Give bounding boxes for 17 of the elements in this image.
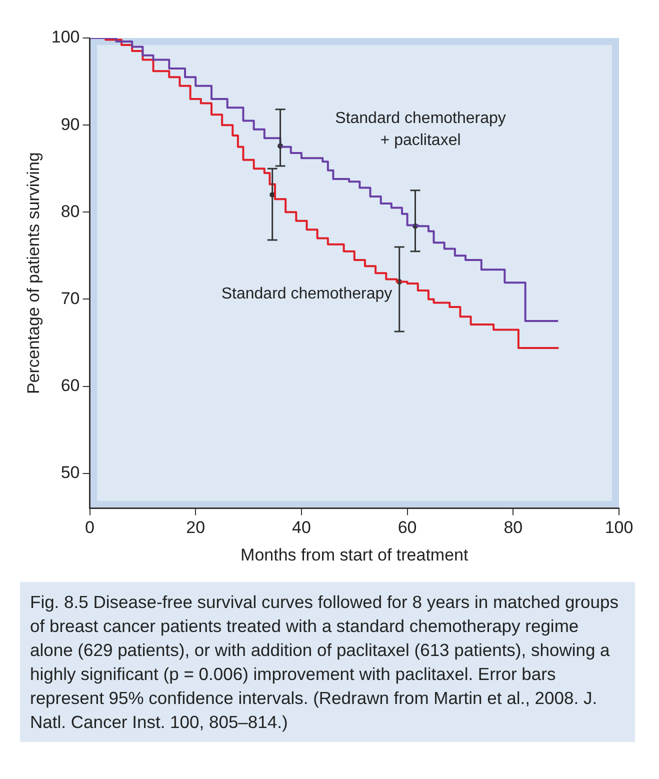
x-axis-title: Months from start of treatment [240, 545, 468, 564]
x-tick-label: 100 [604, 518, 634, 538]
y-tick-label: 80 [60, 202, 80, 221]
x-tick-label: 40 [292, 518, 311, 538]
caption: Fig. 8.5 Disease-free survival curves followed for 8 years in matched groups of breast cancer patients treated with a standard chemotherapy regime alone (629 patients), or with addition of paclitaxel (613 patients), showing a highly significant (p = 0.006) improvement with paclitaxel. Error bars represent 95% confidence intervals. (Redrawn from Martin et al., 2008. J. Natl. Cancer Inst. 100, 805–814.) [30, 591, 620, 734]
x-tick-label: 0 [85, 518, 94, 538]
y-tick-label: 50 [60, 463, 80, 482]
y-axis-title: Percentage of patients surviving [24, 152, 43, 394]
y-tick-label: 70 [60, 288, 80, 308]
y-tick-label: 100 [51, 28, 80, 47]
x-tick-label: 80 [504, 518, 523, 538]
y-tick-label: 90 [60, 114, 80, 134]
x-tick-label: 60 [398, 518, 417, 538]
annotation: Standard chemotherapy [221, 286, 392, 303]
annotation: Standard chemotherapy + paclitaxel [335, 110, 506, 150]
y-tick-label: 60 [60, 376, 80, 395]
x-tick-label: 20 [186, 518, 206, 538]
